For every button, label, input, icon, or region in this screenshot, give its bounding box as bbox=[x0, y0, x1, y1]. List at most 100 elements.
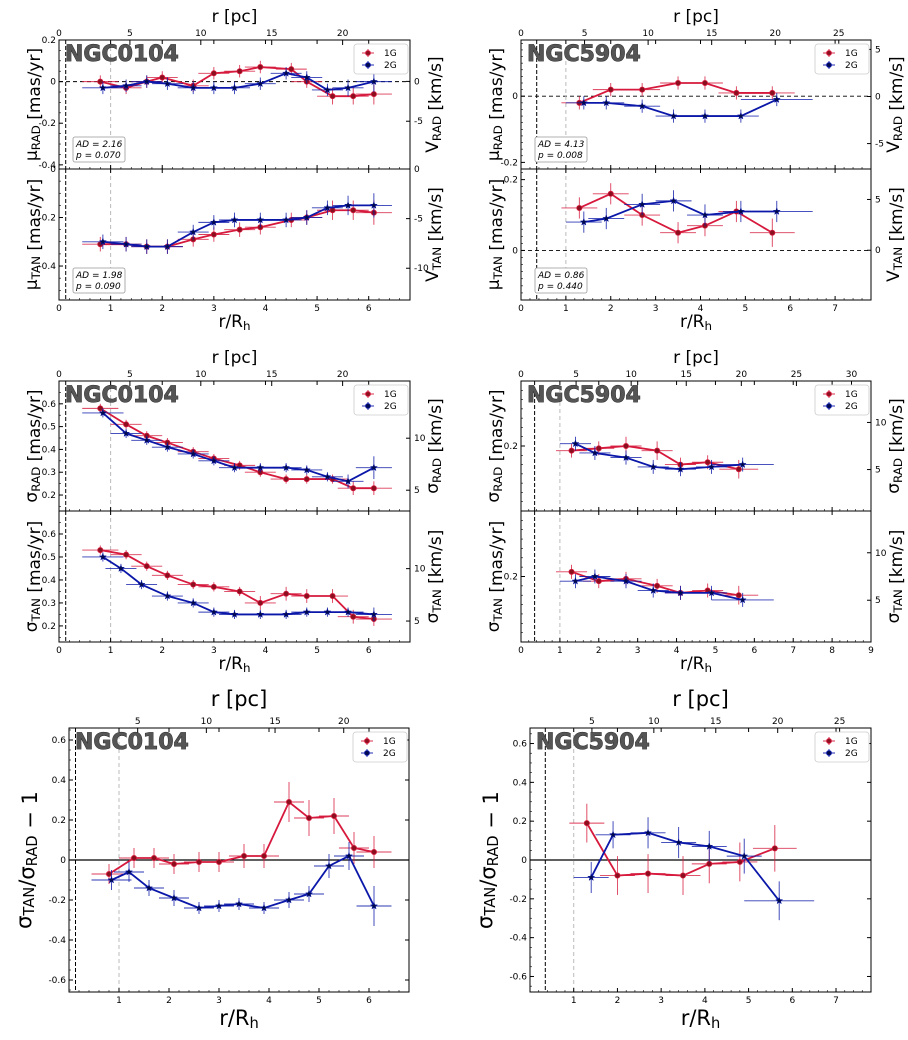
top-tick-label: 15 bbox=[706, 29, 717, 39]
data-point bbox=[302, 73, 311, 81]
data-point bbox=[302, 465, 311, 474]
data-point bbox=[256, 79, 265, 88]
ad-statistic: AD = 0.86 bbox=[537, 271, 585, 281]
x-axis-label: r/Rh bbox=[218, 312, 250, 333]
data-point bbox=[701, 80, 708, 87]
data-point bbox=[571, 576, 580, 585]
x-tick-label: 4 bbox=[674, 646, 680, 656]
data-point bbox=[137, 580, 146, 589]
x-tick-label: 4 bbox=[263, 304, 269, 314]
data-point bbox=[370, 849, 377, 856]
x-tick-label: 5 bbox=[746, 996, 752, 1006]
data-point bbox=[230, 463, 239, 472]
legend-marker bbox=[826, 50, 832, 56]
top-tick-label: 10 bbox=[195, 29, 207, 39]
series-2G bbox=[82, 408, 392, 489]
data-point bbox=[607, 190, 614, 197]
data-point bbox=[256, 463, 265, 472]
y-axis-label: σRAD [mas/yr] bbox=[484, 389, 507, 502]
top-tick-label: 15 bbox=[266, 29, 277, 39]
data-point bbox=[735, 466, 742, 473]
data-point bbox=[163, 242, 172, 251]
series-2G bbox=[82, 193, 392, 254]
y-axis-label: σTAN [mas/yr] bbox=[484, 521, 507, 632]
data-point bbox=[209, 218, 218, 226]
series-1G bbox=[561, 76, 795, 110]
data-point bbox=[344, 851, 354, 860]
y-tick-label: -0.2 bbox=[38, 214, 56, 224]
series-2G bbox=[82, 552, 392, 622]
data-point bbox=[282, 68, 291, 77]
data-point bbox=[230, 610, 239, 618]
data-point bbox=[568, 568, 575, 575]
data-point bbox=[236, 226, 243, 233]
legend-label: 1G bbox=[384, 390, 397, 400]
data-point bbox=[707, 462, 716, 471]
data-point bbox=[97, 405, 104, 412]
data-point bbox=[130, 855, 137, 862]
panel-p4: 0 1 2 3 4 5 6 7 0 0.2 0 5 r/Rh μTAN [mas/yr] VTAN [km/… bbox=[484, 168, 907, 333]
data-point bbox=[142, 77, 151, 86]
y-tick-label: -0.4 bbox=[38, 262, 56, 272]
x-tick-label: 6 bbox=[787, 304, 793, 314]
data-point bbox=[608, 830, 618, 839]
data-point bbox=[303, 593, 310, 600]
top-axis-label: r [pc] bbox=[672, 687, 729, 711]
y-tick-label: 0.3 bbox=[42, 599, 56, 609]
y2-tick-label: 5 bbox=[414, 486, 420, 496]
data-point bbox=[195, 859, 202, 866]
data-point bbox=[323, 607, 332, 616]
data-point bbox=[669, 196, 678, 205]
data-point bbox=[259, 903, 269, 912]
data-point bbox=[257, 599, 264, 606]
stat-box bbox=[534, 136, 588, 163]
data-point bbox=[329, 93, 336, 100]
data-point bbox=[350, 613, 357, 620]
legend-marker bbox=[364, 750, 370, 756]
legend-label: 2G bbox=[845, 61, 858, 71]
top-tick-label: 0 bbox=[518, 29, 524, 39]
data-point bbox=[607, 86, 614, 93]
data-point bbox=[210, 583, 217, 590]
data-point bbox=[369, 463, 378, 472]
x-tick-label: 2 bbox=[166, 996, 172, 1006]
y2-axis-label: σTAN [km/s] bbox=[884, 530, 907, 624]
legend-label: 2G bbox=[384, 61, 397, 71]
data-point bbox=[236, 68, 243, 75]
data-point bbox=[124, 867, 134, 876]
y-tick-label: 0.5 bbox=[42, 423, 56, 433]
data-point bbox=[771, 845, 778, 852]
panel-title: NGC0104 bbox=[65, 383, 179, 408]
x-tick-label: 1 bbox=[563, 304, 569, 314]
data-point bbox=[738, 460, 747, 469]
panel-p7: 0.2 5 10 0 5 10 15 20 25 30 r [pc] σRAD [mas/yr] σRA… bbox=[484, 348, 907, 512]
x-axis-label: r/Rh bbox=[219, 1006, 259, 1032]
top-tick-label: 10 bbox=[201, 717, 213, 727]
panels-group: -0.4-0.200.2-500 5 10 15 20r [pc]μRAD [mas/y… bbox=[12, 7, 907, 1032]
panel-p8: 0 1 2 3 4 5 6 7 8 9 0.2 5 10 r/Rh σTAN [mas/yr] σTAN [k… bbox=[484, 510, 907, 675]
y-tick-label: 0 bbox=[50, 165, 56, 175]
y2-tick-label: 5 bbox=[414, 617, 420, 627]
data-point bbox=[121, 239, 131, 248]
y2-tick-label: 10 bbox=[875, 418, 887, 428]
data-point bbox=[769, 229, 776, 236]
top-axis-label: r [pc] bbox=[211, 687, 268, 711]
y2-tick-label: 0 bbox=[875, 92, 881, 102]
series-2G bbox=[565, 190, 813, 233]
legend-box bbox=[814, 43, 870, 75]
x-axis-label: r/Rh bbox=[680, 654, 712, 675]
data-point bbox=[343, 607, 353, 616]
top-tick-label: 20 bbox=[337, 29, 349, 39]
y-tick-label: -0.4 bbox=[38, 161, 56, 171]
x-tick-label: 5 bbox=[314, 304, 320, 314]
data-point bbox=[98, 83, 107, 92]
legend-marker bbox=[826, 62, 832, 68]
legend-marker bbox=[826, 750, 832, 756]
data-point bbox=[121, 429, 131, 437]
data-point bbox=[733, 89, 740, 96]
panel-p1: -0.4-0.200.2-500 5 10 15 20r [pc]μRAD [mas/y… bbox=[22, 7, 446, 171]
data-point bbox=[144, 883, 154, 892]
x-tick-label: 3 bbox=[211, 304, 217, 314]
data-point bbox=[210, 231, 217, 238]
